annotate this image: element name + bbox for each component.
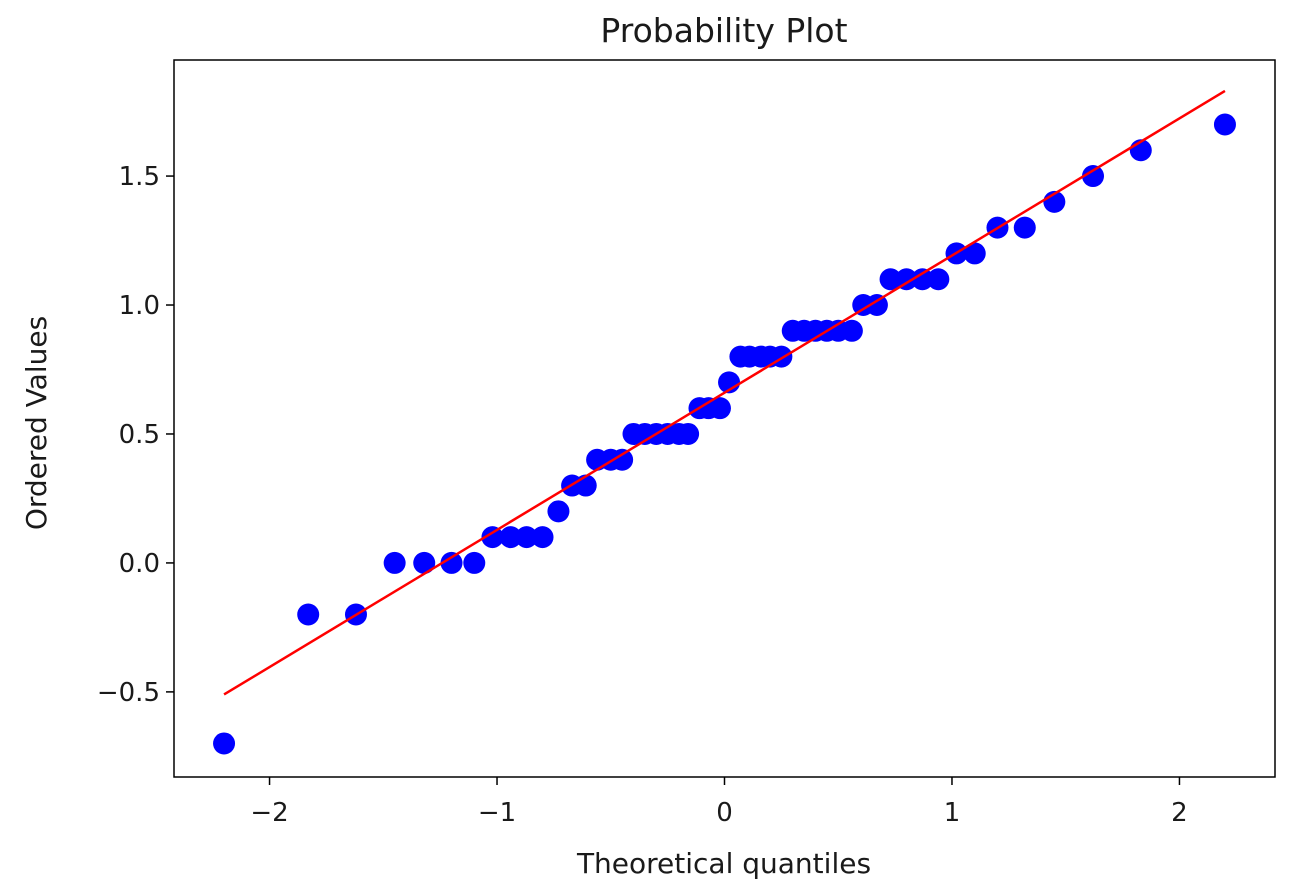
- data-point: [927, 268, 950, 291]
- y-tick-label: 0.5: [119, 420, 160, 450]
- data-point: [708, 397, 731, 420]
- data-point: [1082, 165, 1105, 188]
- data-point: [547, 500, 570, 523]
- data-point: [1013, 216, 1036, 239]
- data-point: [963, 242, 986, 265]
- data-point: [865, 294, 888, 317]
- data-point: [611, 448, 634, 471]
- y-tick-label: −0.5: [97, 678, 160, 708]
- y-axis-label: Ordered Values: [20, 316, 53, 530]
- data-point: [515, 526, 538, 549]
- data-point: [383, 551, 406, 574]
- scatter-points: [213, 113, 1236, 755]
- data-point: [895, 268, 918, 291]
- data-point: [1213, 113, 1236, 136]
- data-point: [297, 603, 320, 626]
- plot-frame: [173, 59, 1276, 778]
- data-point: [440, 551, 463, 574]
- fit-line: [223, 89, 1226, 696]
- x-axis-ticks: −2 −1 0 1 2: [250, 777, 1188, 828]
- data-point: [531, 526, 554, 549]
- data-point: [574, 474, 597, 497]
- data-point: [413, 551, 436, 574]
- data-point: [840, 319, 863, 342]
- data-point: [213, 732, 236, 755]
- y-tick-label: 1.5: [119, 162, 160, 192]
- x-tick-label: −1: [478, 798, 516, 828]
- y-tick-label: 1.0: [119, 291, 160, 321]
- x-tick-label: 1: [944, 798, 961, 828]
- chart-title: Probability Plot: [600, 11, 847, 50]
- y-tick-label: 0.0: [119, 549, 160, 579]
- x-axis-label: Theoretical quantiles: [576, 847, 871, 880]
- x-tick-label: 0: [716, 798, 733, 828]
- y-axis-ticks: −0.5 0.0 0.5 1.0 1.5: [97, 162, 174, 708]
- data-point: [499, 526, 522, 549]
- data-point: [463, 551, 486, 574]
- data-point: [481, 526, 504, 549]
- data-point: [911, 268, 934, 291]
- data-point: [677, 422, 700, 445]
- x-tick-label: 2: [1171, 798, 1188, 828]
- data-point: [879, 268, 902, 291]
- x-tick-label: −2: [250, 798, 288, 828]
